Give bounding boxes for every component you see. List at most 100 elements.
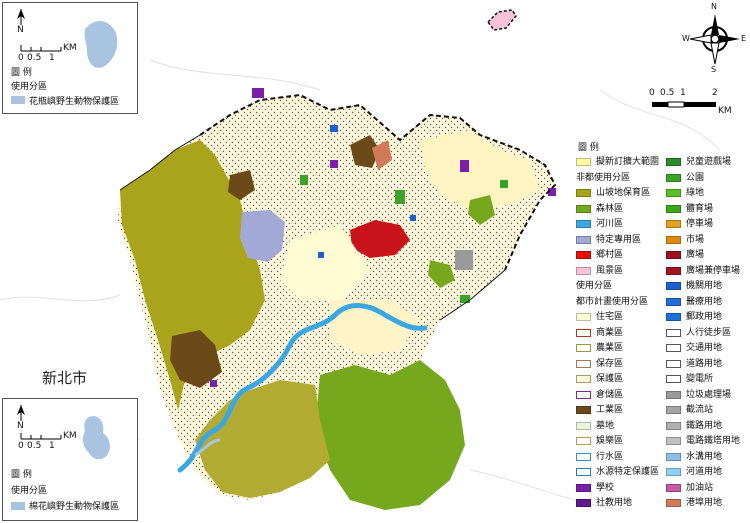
left-legend-label-17: 墓地 [596,420,615,431]
left-legend-label-3: 森林區 [596,203,624,214]
right-legend-label-7: 廣場兼停車場 [686,265,741,276]
left-legend-swatch-16 [576,406,591,414]
top-inset: N 0 0.5 1 KM 圖 例 使用分區 花瓶嶼野生動物保護區 [2,2,138,114]
left-legend-swatch-14 [576,375,591,383]
river [177,303,428,473]
right-legend-swatch-7 [666,266,681,275]
bottom-scale-1: 1 [49,441,55,451]
right-legend-swatch-19 [666,452,681,461]
right-legend-label-10: 郵政用地 [686,312,723,322]
right-legend-swatch-3 [666,204,681,213]
right-legend-label-20: 河道用地 [686,467,723,477]
top-legend-subtitle: 使用分區 [11,82,48,92]
left-legend-label-6: 鄉村區 [596,250,624,260]
legend-title: 圖 例 [578,143,599,153]
right-legend-label-0: 兒童遊戲場 [686,157,732,167]
left-legend-label-10: 住宅區 [596,312,624,322]
map-legend: 圖 例 擬新訂擴大範圍 非都使用分區 山坡地保育區 森林區 河川區 特定專用區 鄉村區 風景區… [570,142,750,523]
right-legend-swatch-13 [666,359,681,368]
left-legend-label-16: 工業區 [596,405,624,415]
right-legend-label-11: 人行徒步區 [686,327,732,338]
islet [487,9,517,31]
right-legend-label-14: 變電所 [686,374,714,384]
left-legend-label-20: 水源特定保護區 [596,467,660,477]
right-legend-swatch-12 [666,344,681,352]
right-legend-swatch-11 [666,328,681,337]
special-use-area [240,210,285,262]
right-legend-label-21: 加油站 [686,482,714,493]
bottom-north-label: N [17,421,24,431]
right-legend-swatch-1 [666,173,681,182]
top-north-label: N [17,25,24,35]
right-legend-swatch-9 [666,297,681,306]
left-legend-label-12: 農業區 [596,343,624,353]
left-legend-label-18: 娛樂區 [596,436,624,446]
left-legend-label-0: 擬新訂擴大範圍 [596,157,660,167]
right-legend-label-8: 機關用地 [686,281,723,291]
right-legend-label-2: 綠地 [686,188,705,198]
left-legend-swatch-2 [576,189,591,197]
left-legend-label-11: 商業區 [596,327,624,338]
left-legend-label-4: 河川區 [596,219,624,229]
right-legend-swatch-0 [666,158,681,166]
bottom-legend-title: 圖 例 [11,470,32,480]
right-legend-swatch-5 [666,235,681,244]
right-legend-label-1: 公園 [686,172,705,183]
left-legend-swatch-18 [576,437,591,445]
left-header-1: 非都使用分區 [576,172,631,183]
left-legend-swatch-4 [576,220,591,228]
left-legend-label-14: 保護區 [596,374,624,384]
bottom-inset: N 0 0.5 1 KM 圖 例 使用分區 棉花嶼野生動物保護區 [2,398,138,521]
top-scale-0: 0 [18,53,24,63]
left-legend-swatch-17 [576,421,591,430]
bottom-legend-item: 棉花嶼野生動物保護區 [29,502,120,512]
right-legend-swatch-17 [666,421,681,430]
right-legend-swatch-20 [666,468,681,476]
compass-n: N [711,2,717,11]
left-legend-swatch-15 [576,390,591,399]
left-legend-swatch-12 [576,344,591,352]
right-legend-label-5: 市場 [686,234,705,245]
right-legend-label-3: 體育場 [686,203,714,214]
right-legend-swatch-16 [666,406,681,414]
top-legend-swatch [11,96,25,104]
main-scale-unit: KM [718,106,732,116]
main-scale-bar: 0 0.5 1 2 KM [648,86,748,120]
main-scale-05: 0.5 [660,88,675,98]
right-legend-label-12: 交通用地 [686,343,723,353]
left-legend-label-19: 行水區 [596,451,624,462]
forest-southeast [315,360,465,510]
bottom-legend-subtitle: 使用分區 [11,486,48,496]
left-legend-swatch-0 [576,158,591,166]
bottom-scale-05: 0.5 [27,441,42,451]
right-legend-swatch-8 [666,282,681,290]
right-legend-label-15: 垃圾處理場 [686,389,732,400]
left-legend-swatch-11 [576,328,591,337]
bottom-scale-0: 0 [18,441,24,451]
right-legend-swatch-14 [666,375,681,383]
study-area-boundary [199,93,557,271]
top-scale-05: 0.5 [27,53,42,63]
city-label: 新北市 [42,369,88,387]
right-legend-label-13: 道路用地 [686,358,723,369]
top-legend-title: 圖 例 [11,68,32,78]
left-legend-swatch-5 [576,235,591,244]
right-legend-label-17: 鐵路用地 [686,420,723,431]
top-scale-1: 1 [49,53,55,63]
compass-w: W [682,34,690,43]
left-legend-label-2: 山坡地保育區 [596,188,651,198]
left-legend-swatch-20 [576,468,591,476]
left-header-9: 都市計畫使用分區 [576,296,649,307]
industrial-area [170,330,222,388]
village-core [350,220,410,258]
right-legend-label-6: 廣場 [686,250,705,260]
right-legend-swatch-4 [666,220,681,228]
main-scale-0: 0 [649,88,655,98]
compass-rose: N S W E [682,2,748,74]
right-legend-label-22: 港埠用地 [686,498,723,508]
left-legend-label-22: 社教用地 [596,498,633,508]
right-legend-swatch-15 [666,390,681,399]
left-legend-label-21: 學校 [596,482,615,493]
right-legend-swatch-6 [666,251,681,259]
